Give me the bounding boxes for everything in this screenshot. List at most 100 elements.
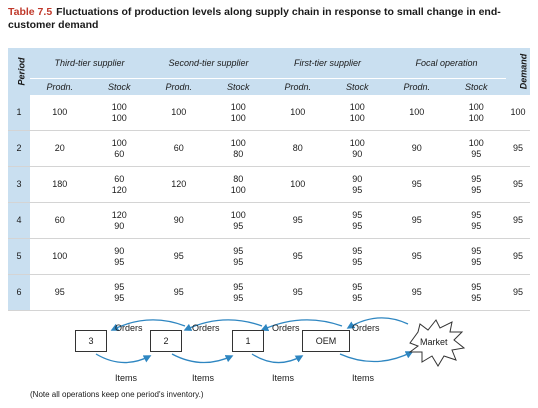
stock-start-value: 90: [352, 173, 363, 184]
group-header-third-tier: Third-tier supplier: [30, 48, 149, 79]
table-caption: Fluctuations of production levels along …: [8, 6, 501, 31]
prodn-value: 100: [171, 107, 187, 117]
prodn-cell: 60: [149, 130, 209, 167]
stock-cell: 95 95: [208, 238, 268, 275]
subheader-stock: Stock: [208, 78, 268, 95]
prodn-value: 95: [54, 287, 65, 297]
subheader-stock: Stock: [446, 78, 506, 95]
table-title: Table 7.5 Fluctuations of production leve…: [8, 6, 530, 32]
period-cell: 1: [8, 95, 30, 131]
items-arrow: [95, 353, 152, 364]
demand-header: Demand: [506, 48, 530, 95]
stock-cell: 120 90: [89, 202, 149, 239]
prodn-cell: 95: [30, 274, 90, 311]
prodn-cell: 95: [149, 274, 209, 311]
stock-end-value: 95: [352, 256, 363, 267]
prodn-value: 180: [52, 179, 68, 189]
stock-cell: 100 100: [327, 95, 387, 131]
node-tier-1: 1: [232, 330, 264, 352]
orders-arrow: [110, 319, 186, 331]
prodn-value: 95: [292, 287, 303, 297]
group-header-second-tier: Second-tier supplier: [149, 48, 268, 79]
prodn-value: 95: [173, 287, 184, 297]
period-cell: 5: [8, 238, 30, 275]
prodn-value: 20: [54, 143, 65, 153]
prodn-cell: 95: [387, 238, 447, 275]
subheader-prodn: Prodn.: [149, 78, 209, 95]
group-header-first-tier: First-tier supplier: [268, 48, 387, 79]
prodn-cell: 60: [30, 202, 90, 239]
prodn-value: 100: [290, 179, 306, 189]
stock-cell: 100 60: [89, 130, 149, 167]
supply-chain-table: Period Third-tier supplier Second-tier s…: [8, 48, 530, 311]
stock-end-value: 100: [230, 112, 246, 123]
prodn-value: 95: [292, 215, 303, 225]
stock-cell: 90 95: [327, 166, 387, 203]
node-tier-3: 3: [75, 330, 107, 352]
prodn-cell: 95: [387, 166, 447, 203]
table-row: 5 100 90 95 95 95 95 95 95 95 95 95 95 95: [8, 238, 530, 275]
stock-start-value: 95: [352, 209, 363, 220]
subheader-prodn: Prodn.: [30, 78, 90, 95]
stock-end-value: 95: [471, 148, 482, 159]
market-burst: [408, 319, 466, 367]
items-arrow: [251, 353, 304, 364]
prodn-cell: 95: [268, 238, 328, 275]
stock-end-value: 100: [230, 184, 246, 195]
stock-cell: 95 95: [89, 274, 149, 311]
prodn-value: 90: [173, 215, 184, 225]
subheader-stock: Stock: [327, 78, 387, 95]
node-oem: OEM: [302, 330, 350, 352]
stock-cell: 95 95: [446, 166, 506, 203]
items-label: Items: [272, 373, 295, 383]
node-market-label: Market: [420, 337, 448, 347]
orders-label: Orders: [352, 323, 380, 333]
stock-end-value: 95: [233, 220, 244, 231]
period-cell: 4: [8, 202, 30, 239]
prodn-value: 95: [411, 215, 422, 225]
stock-start-value: 95: [352, 245, 363, 256]
items-label: Items: [192, 373, 215, 383]
stock-start-value: 95: [233, 245, 244, 256]
subheader-prodn: Prodn.: [387, 78, 447, 95]
stock-start-value: 95: [471, 209, 482, 220]
stock-end-value: 95: [471, 220, 482, 231]
table-row: 1 100 100 100 100 100 100 100 100 100 100 100 100 100: [8, 95, 530, 131]
prodn-value: 100: [409, 107, 425, 117]
demand-cell: 95: [506, 166, 530, 203]
stock-cell: 95 95: [327, 202, 387, 239]
stock-start-value: 95: [471, 245, 482, 256]
stock-end-value: 90: [352, 148, 363, 159]
prodn-cell: 120: [149, 166, 209, 203]
prodn-value: 95: [411, 179, 422, 189]
prodn-cell: 100: [30, 238, 90, 275]
stock-start-value: 100: [349, 137, 365, 148]
prodn-value: 95: [411, 251, 422, 261]
prodn-value: 100: [52, 251, 68, 261]
stock-cell: 95 95: [446, 274, 506, 311]
prodn-value: 100: [52, 107, 68, 117]
stock-cell: 100 90: [327, 130, 387, 167]
stock-cell: 100 95: [446, 130, 506, 167]
prodn-value: 120: [171, 179, 187, 189]
orders-label: Orders: [192, 323, 220, 333]
stock-start-value: 90: [114, 245, 125, 256]
stock-start-value: 80: [233, 173, 244, 184]
stock-end-value: 95: [352, 220, 363, 231]
period-cell: 6: [8, 274, 30, 311]
stock-end-value: 95: [352, 184, 363, 195]
group-header-focal: Focal operation: [387, 48, 506, 79]
subheader-stock: Stock: [89, 78, 149, 95]
orders-label: Orders: [272, 323, 300, 333]
items-label: Items: [352, 373, 375, 383]
stock-end-value: 100: [349, 112, 365, 123]
prodn-cell: 180: [30, 166, 90, 203]
stock-end-value: 95: [233, 256, 244, 267]
prodn-cell: 100: [268, 95, 328, 131]
supply-chain-diagram: [95, 317, 466, 367]
prodn-value: 95: [292, 251, 303, 261]
prodn-cell: 95: [387, 202, 447, 239]
stock-start-value: 95: [352, 281, 363, 292]
stock-cell: 95 95: [208, 274, 268, 311]
stock-cell: 100 95: [208, 202, 268, 239]
